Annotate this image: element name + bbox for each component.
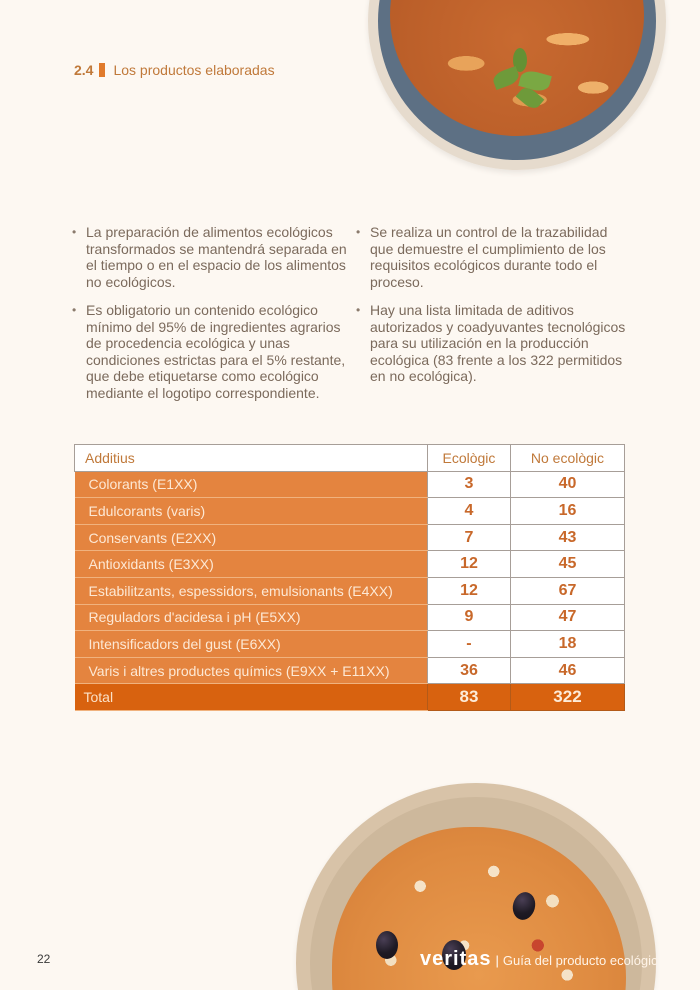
bullet-icon: • [356, 225, 361, 239]
table-header-row: Additius Ecològic No ecològic [74, 444, 626, 472]
table-row: Antioxidants (E3XX) 12 45 [74, 550, 626, 578]
bullet-item: • La preparación de alimentos ecológicos… [72, 224, 348, 290]
table-row: Intensificadors del gust (E6XX) - 18 [74, 630, 626, 658]
bullet-column-right: • Se realiza un control de la trazabilid… [356, 224, 632, 401]
header-additius: Additius [74, 444, 428, 472]
pasta-bowl-image [368, 0, 666, 170]
table-row: Edulcorants (varis) 4 16 [74, 497, 626, 525]
bullet-item: • Es obligatorio un contenido ecológico … [72, 302, 348, 401]
page-number: 22 [37, 952, 51, 966]
eco-count: 36 [427, 656, 511, 685]
noeco-count: 45 [509, 550, 626, 578]
noeco-count: 67 [509, 576, 626, 605]
additives-table: Additius Ecològic No ecològic Colorants … [74, 444, 626, 711]
additive-name: Intensificadors del gust (E6XX) [74, 630, 428, 658]
table-row: Estabilitzants, espessidors, emulsionant… [74, 576, 626, 605]
bullet-list: • La preparación de alimentos ecológicos… [72, 224, 632, 401]
header-ecologic: Ecològic [427, 444, 511, 472]
additive-name: Reguladors d'acidesa i pH (E5XX) [74, 604, 428, 632]
bullet-item: • Hay una lista limitada de aditivos aut… [356, 302, 632, 385]
veritas-logo: veritas [420, 948, 492, 970]
noeco-count: 40 [509, 470, 626, 499]
bullet-icon: • [72, 225, 77, 239]
additive-name: Varis i altres productes químics (E9XX +… [74, 657, 428, 685]
additive-name: Antioxidants (E3XX) [74, 550, 428, 578]
footer-tagline: Guía del producto ecológic [502, 953, 658, 968]
noeco-count: 46 [509, 656, 626, 685]
basil-leaf [513, 48, 527, 72]
bullet-icon: • [72, 303, 77, 317]
bullet-icon: • [356, 303, 361, 317]
header-no-ecologic: No ecològic [509, 444, 626, 472]
bullet-text: Se realiza un control de la trazabilidad… [370, 224, 608, 290]
eco-count: 9 [427, 603, 511, 632]
additive-name: Colorants (E1XX) [74, 471, 428, 499]
table-row: Varis i altres productes químics (E9XX +… [74, 656, 626, 685]
total-noeco: 322 [509, 683, 626, 711]
eco-count: 12 [427, 576, 511, 605]
bullet-item: • Se realiza un control de la trazabilid… [356, 224, 632, 290]
eco-count: 4 [427, 497, 511, 525]
bullet-text: Hay una lista limitada de aditivos autor… [370, 302, 626, 384]
noeco-count: 47 [509, 603, 626, 632]
total-label: Total [74, 683, 428, 711]
footer-separator: | [495, 953, 499, 968]
table-row: Reguladors d'acidesa i pH (E5XX) 9 47 [74, 603, 626, 632]
eco-count: - [427, 630, 511, 658]
eco-count: 7 [427, 523, 511, 552]
bullet-text: La preparación de alimentos ecológicos t… [86, 224, 347, 290]
section-number: 2.4 [74, 62, 94, 78]
olive [442, 940, 466, 970]
table-total-row: Total 83 322 [74, 683, 626, 711]
noeco-count: 43 [509, 523, 626, 552]
additive-name: Conservants (E2XX) [74, 524, 428, 552]
eco-count: 12 [427, 550, 511, 578]
footer-brand: veritas | Guía del producto ecológic [420, 948, 658, 971]
total-eco: 83 [427, 683, 511, 711]
additive-name: Edulcorants (varis) [74, 497, 428, 525]
section-marker-icon [99, 63, 106, 77]
noeco-count: 18 [509, 630, 626, 658]
bullet-column-left: • La preparación de alimentos ecológicos… [72, 224, 348, 401]
table-row: Colorants (E1XX) 3 40 [74, 470, 626, 499]
additive-name: Estabilitzants, espessidors, emulsionant… [74, 577, 428, 605]
olive [376, 931, 398, 959]
table-row: Conservants (E2XX) 7 43 [74, 523, 626, 552]
section-heading: 2.4 Los productos elaboradas [74, 62, 275, 78]
section-title: Los productos elaboradas [113, 62, 275, 78]
bullet-text: Es obligatorio un contenido ecológico mí… [86, 302, 346, 401]
eco-count: 3 [427, 470, 511, 499]
noeco-count: 16 [509, 497, 626, 525]
